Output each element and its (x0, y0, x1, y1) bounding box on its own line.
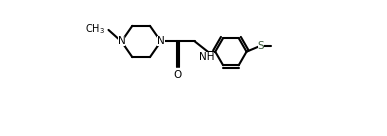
Text: O: O (173, 69, 181, 80)
Text: NH: NH (199, 52, 214, 62)
Text: S: S (257, 41, 264, 51)
Text: CH$_3$: CH$_3$ (85, 22, 105, 36)
Text: N: N (157, 36, 165, 47)
Text: N: N (118, 36, 125, 47)
